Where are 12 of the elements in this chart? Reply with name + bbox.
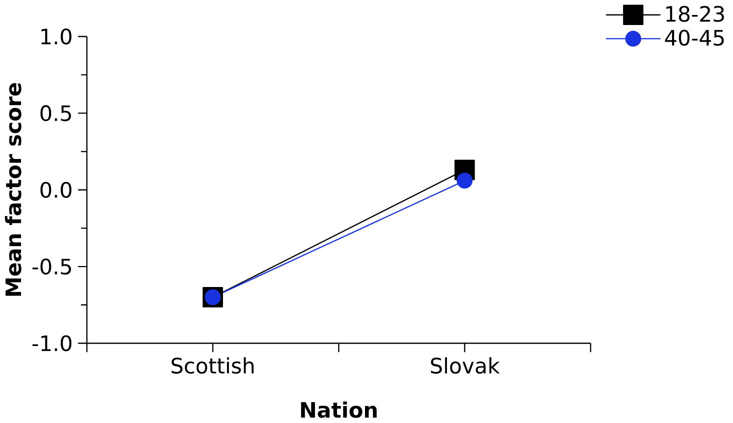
x-tick-label: Slovak xyxy=(430,357,500,374)
y-tick-label: 1.0 xyxy=(41,28,72,45)
y-axis-title: Mean factor score xyxy=(4,83,22,296)
point xyxy=(456,172,473,189)
y-tick-label: -0.5 xyxy=(32,258,71,275)
legend-label: 40-45 xyxy=(665,30,724,46)
legend-label: 18-23 xyxy=(666,6,724,22)
y-tick-label: 0.5 xyxy=(40,105,71,122)
x-axis-title: Nation xyxy=(301,402,377,418)
y-tick-label: -1.0 xyxy=(32,335,72,352)
x-tick-label: Scottish xyxy=(172,357,254,374)
y-tick-label: 0.0 xyxy=(40,182,72,198)
